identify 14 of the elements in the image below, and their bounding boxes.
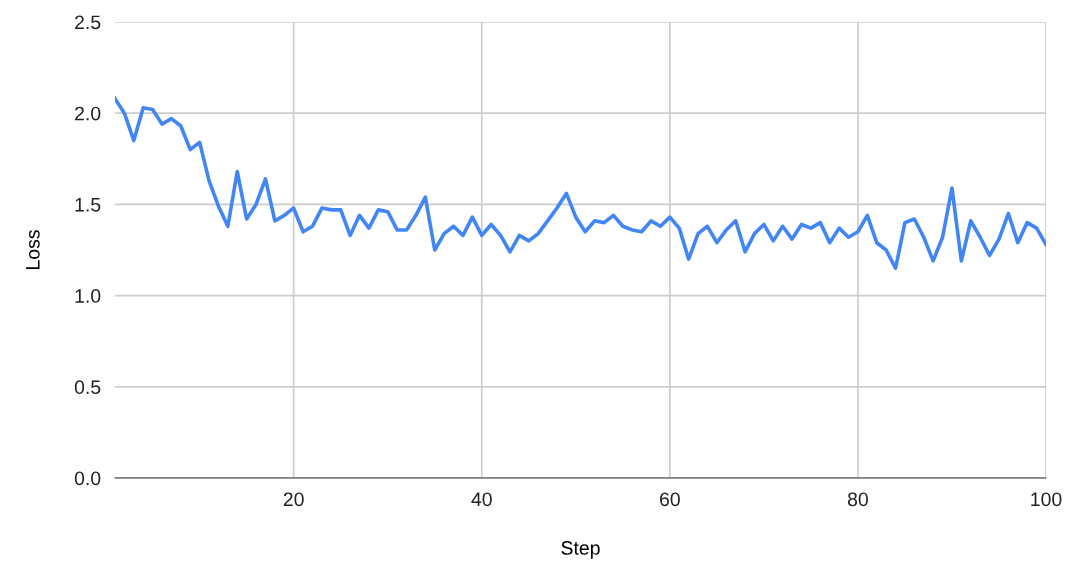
line-series — [115, 96, 1046, 271]
x-tick-label: 60 — [660, 492, 680, 507]
y-tick-label: 0.5 — [74, 380, 101, 395]
x-tick-label: 100 — [1031, 492, 1062, 507]
y-axis-title: Loss — [26, 230, 40, 269]
y-tick-label: 1.5 — [75, 198, 101, 212]
x-tick-label: 40 — [471, 492, 492, 507]
y-tick-label: 0.0 — [74, 471, 101, 486]
x-axis-title: Step — [561, 541, 600, 559]
y-tick-label: 2.0 — [75, 106, 101, 121]
x-tick-label: 80 — [847, 492, 868, 507]
x-tick-label: 20 — [283, 492, 304, 507]
y-tick-label: 1.0 — [75, 289, 101, 303]
y-tick-label: 2.5 — [75, 15, 101, 30]
